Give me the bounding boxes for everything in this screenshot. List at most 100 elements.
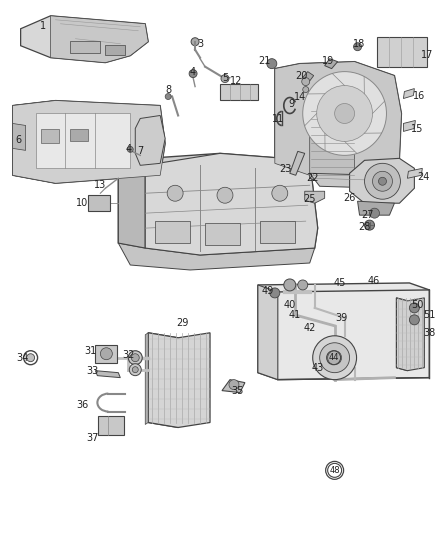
Text: 25: 25 [304,194,316,204]
Circle shape [303,71,386,155]
Polygon shape [396,298,407,370]
Text: 44: 44 [328,353,339,362]
Polygon shape [407,168,422,178]
Bar [260,221,295,243]
Bar [71,130,88,141]
Text: 35: 35 [232,385,244,395]
Text: 10: 10 [76,198,88,208]
Text: 12: 12 [230,76,242,86]
Polygon shape [13,101,165,183]
Polygon shape [305,191,325,203]
Polygon shape [403,88,414,99]
Circle shape [317,86,372,141]
Polygon shape [118,243,314,270]
Circle shape [353,43,361,51]
Bar [205,223,240,245]
Bar [99,416,124,435]
Text: 15: 15 [411,124,424,134]
Text: 14: 14 [293,92,306,102]
Polygon shape [50,16,148,63]
Text: 29: 29 [176,318,188,328]
Circle shape [272,185,288,201]
Text: 5: 5 [222,72,228,83]
Text: 33: 33 [86,366,99,376]
Text: 49: 49 [262,286,274,296]
Text: 22: 22 [307,173,319,183]
Text: 7: 7 [137,147,143,156]
Text: 46: 46 [367,276,380,286]
Text: 4: 4 [125,144,131,155]
Text: 38: 38 [423,328,435,338]
Polygon shape [302,71,314,84]
Circle shape [335,103,355,124]
Text: 11: 11 [272,115,284,125]
Circle shape [378,177,386,185]
Text: 24: 24 [417,172,430,182]
Text: 8: 8 [165,85,171,94]
Circle shape [302,78,310,86]
Circle shape [410,303,419,313]
Text: 43: 43 [311,362,324,373]
Polygon shape [290,151,305,175]
Polygon shape [145,333,148,424]
Polygon shape [13,101,165,183]
Text: 19: 19 [321,55,334,66]
Text: 34: 34 [17,353,29,363]
Circle shape [167,185,183,201]
Circle shape [410,315,419,325]
Text: 31: 31 [84,346,96,356]
Polygon shape [135,116,165,165]
Polygon shape [13,101,56,183]
Circle shape [328,351,342,365]
Circle shape [100,348,112,360]
Text: 17: 17 [421,50,434,60]
Circle shape [270,288,280,298]
Text: 51: 51 [423,310,435,320]
Circle shape [267,59,277,69]
Text: 40: 40 [284,300,296,310]
Circle shape [303,86,309,93]
Polygon shape [95,370,120,378]
Text: 21: 21 [259,55,271,66]
Circle shape [284,279,296,291]
Circle shape [189,70,197,78]
Text: 20: 20 [296,70,308,80]
Bar [106,45,125,55]
Circle shape [320,343,350,373]
Text: 13: 13 [94,180,106,190]
Bar [41,130,59,143]
Text: 50: 50 [411,300,424,310]
Polygon shape [258,285,278,379]
Bar [95,345,117,362]
Text: 26: 26 [343,193,356,203]
Circle shape [128,351,142,365]
Circle shape [191,38,199,46]
Polygon shape [258,283,429,379]
Circle shape [132,367,138,373]
Polygon shape [350,158,414,203]
Polygon shape [222,379,245,393]
Polygon shape [325,59,338,69]
Polygon shape [13,124,25,150]
Text: 39: 39 [336,313,348,323]
Circle shape [221,75,229,83]
Circle shape [364,163,400,199]
Polygon shape [118,160,145,248]
Bar [378,37,427,67]
Polygon shape [145,154,318,255]
Polygon shape [357,201,395,215]
Text: 16: 16 [413,91,425,101]
Polygon shape [118,154,318,255]
Bar [88,195,110,211]
Circle shape [217,187,233,203]
Text: 41: 41 [289,310,301,320]
Polygon shape [148,333,178,427]
Text: 45: 45 [333,278,346,288]
Bar [71,41,100,53]
Polygon shape [148,333,210,427]
Text: 42: 42 [304,323,316,333]
Polygon shape [310,101,355,185]
Text: 48: 48 [329,466,340,475]
Circle shape [129,364,141,376]
Polygon shape [21,16,148,63]
